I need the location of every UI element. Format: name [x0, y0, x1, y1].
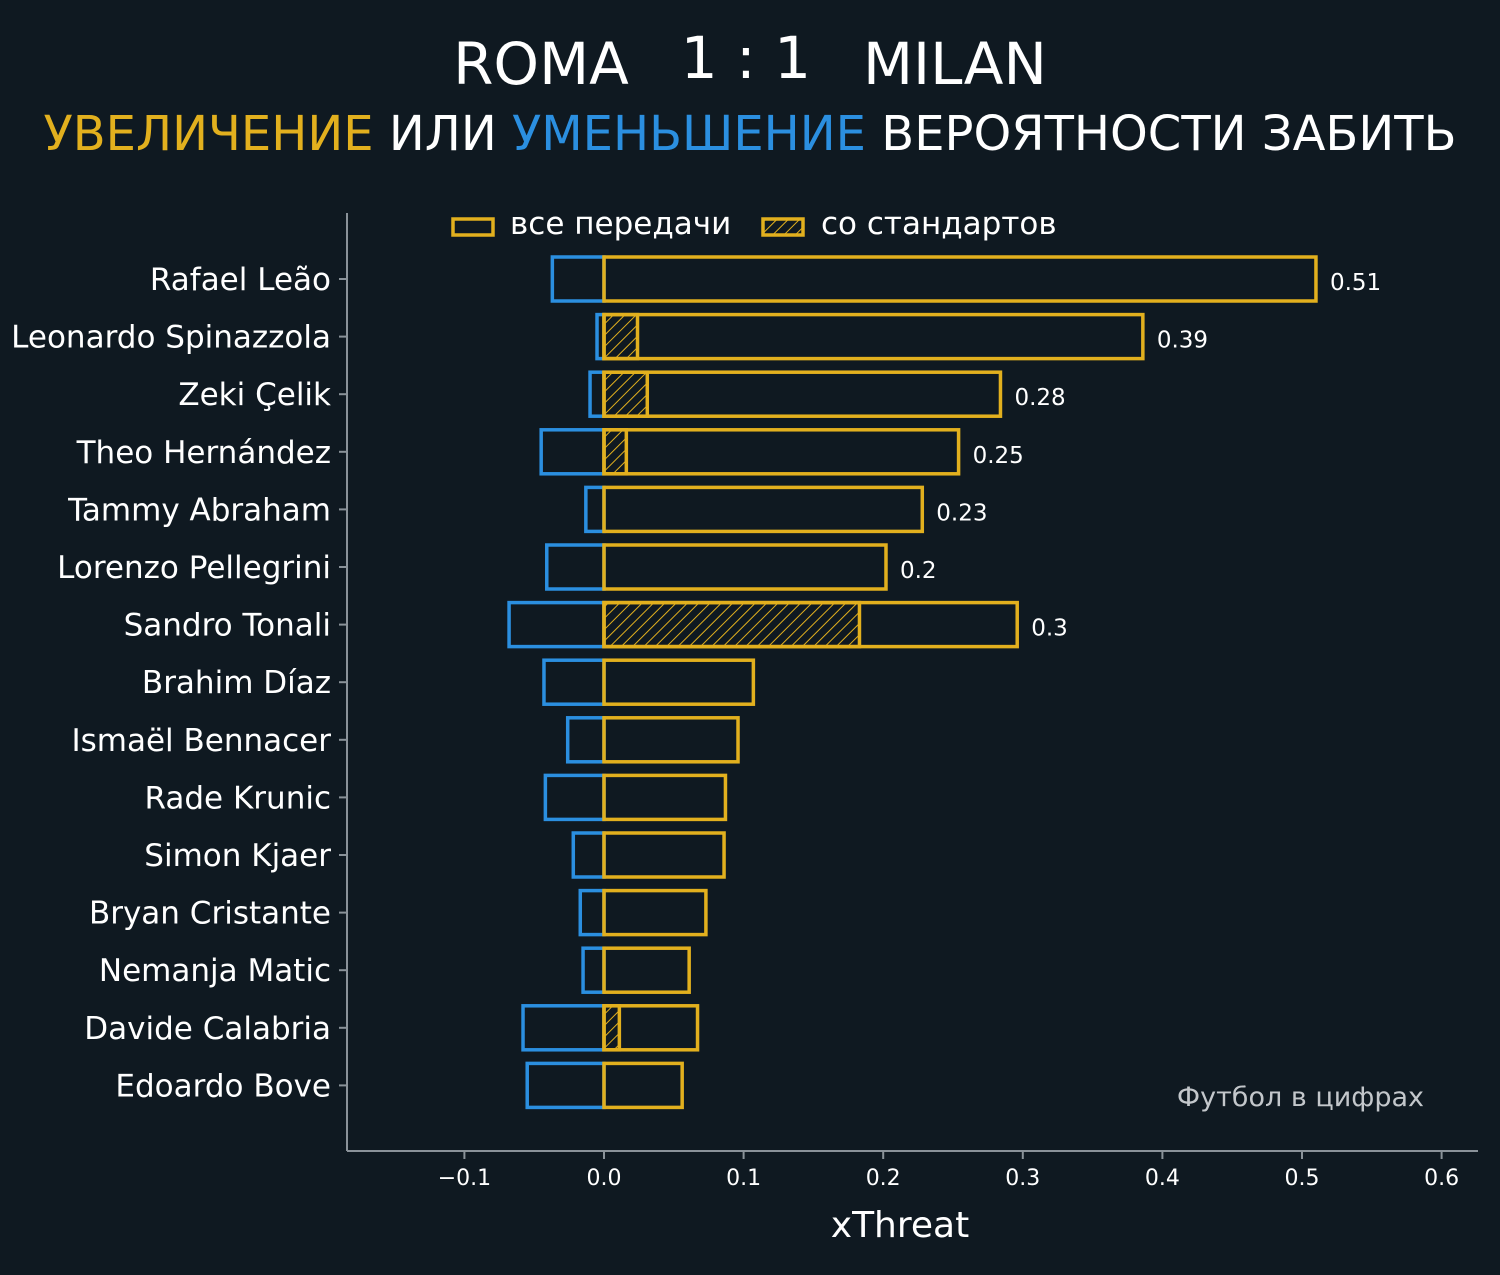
- player-label: Ismaël Bennacer: [71, 723, 331, 759]
- player-label: Simon Kjaer: [144, 838, 331, 874]
- increase-bar: [602, 600, 1019, 649]
- subtitle-or-word: ИЛИ: [388, 106, 497, 162]
- player-label: Rade Krunic: [145, 780, 331, 816]
- watermark: Футбол в цифрах: [1177, 1082, 1424, 1113]
- ticks-layer: Rafael Leão Leonardo Spinazzola Zeki Çelik…: [11, 262, 1459, 1191]
- player-label: Nemanja Matic: [99, 953, 331, 989]
- x-tick-label: 0.5: [1285, 1166, 1320, 1191]
- increase-bar: [602, 773, 728, 822]
- x-tick-label: 0.6: [1424, 1166, 1459, 1191]
- value-label: 0.28: [1014, 385, 1065, 411]
- value-label: 0.2: [900, 558, 937, 584]
- value-label: 0.3: [1031, 616, 1068, 642]
- player-label: Zeki Çelik: [178, 377, 331, 413]
- increase-bar: [602, 312, 1145, 361]
- increase-bar: [602, 485, 925, 534]
- match-title: ROMA 1 : 1 MILAN: [0, 24, 1500, 98]
- player-label: Lorenzo Pellegrini: [57, 550, 331, 586]
- increase-bar: [602, 1004, 700, 1052]
- player-label: Rafael Leão: [150, 262, 331, 298]
- x-tick-label: 0.2: [866, 1166, 901, 1191]
- set-piece-bar: [602, 428, 629, 476]
- legend-label-all-passes: все передачи: [510, 206, 731, 242]
- subtitle-rest: ВЕРОЯТНОСТИ ЗАБИТЬ: [881, 106, 1457, 162]
- increase-bar: [602, 370, 1003, 418]
- player-label: Davide Calabria: [84, 1011, 331, 1047]
- increase-bar: [602, 428, 961, 476]
- x-tick-label: −0.1: [438, 1166, 491, 1191]
- value-label: 0.39: [1157, 328, 1208, 354]
- increase-bar: [602, 831, 726, 879]
- player-label: Bryan Cristante: [89, 896, 331, 932]
- legend-swatch-all-passes: [451, 217, 495, 237]
- set-piece-bar: [602, 312, 640, 361]
- decrease-bar: [521, 1004, 606, 1052]
- match-score: 1 : 1: [680, 24, 812, 92]
- set-piece-bar: [602, 600, 862, 649]
- player-label: Sandro Tonali: [124, 608, 331, 644]
- player-label: Tammy Abraham: [67, 492, 331, 528]
- bars-layer: 0.51 0.39 0.28 0.25 0.23 0.2 0.3: [507, 255, 1381, 1110]
- decrease-bar: [539, 428, 606, 476]
- x-tick-label: 0.4: [1145, 1166, 1180, 1191]
- increase-bar: [602, 1061, 684, 1110]
- decrease-bar: [581, 946, 606, 994]
- legend-label-set-pieces: со стандартов: [821, 206, 1057, 242]
- value-label: 0.25: [973, 443, 1024, 469]
- decrease-bar: [550, 255, 606, 303]
- increase-bar: [602, 543, 888, 591]
- x-axis-title: xThreat: [831, 1205, 969, 1246]
- player-label: Leonardo Spinazzola: [11, 320, 331, 356]
- subtitle-decrease-word: УМЕНЬШЕНИЕ: [512, 106, 866, 162]
- value-label: 0.51: [1330, 270, 1381, 296]
- increase-bar: [602, 888, 708, 937]
- increase-bar: [602, 946, 691, 994]
- player-label: Edoardo Bove: [115, 1068, 331, 1104]
- legend-swatch-set-pieces: [761, 217, 805, 237]
- decrease-bar: [542, 658, 606, 706]
- decrease-bar: [571, 831, 606, 879]
- legend: все передачи со стандартов: [451, 206, 1057, 242]
- decrease-bar: [525, 1061, 606, 1110]
- decrease-bar: [584, 485, 606, 534]
- decrease-bar: [507, 600, 606, 649]
- increase-bar: [602, 658, 756, 706]
- decrease-bar: [578, 888, 606, 937]
- player-label: Brahim Díaz: [142, 665, 331, 701]
- set-piece-bar: [602, 1004, 622, 1052]
- decrease-bar: [545, 543, 606, 591]
- x-tick-label: 0.3: [1005, 1166, 1040, 1191]
- decrease-bar: [565, 716, 606, 764]
- increase-bar: [602, 255, 1318, 303]
- x-tick-label: 0.0: [587, 1166, 622, 1191]
- decrease-bar: [543, 773, 606, 822]
- home-team-name: ROMA: [453, 30, 629, 98]
- away-team-name: MILAN: [863, 30, 1047, 98]
- increase-bar: [602, 716, 740, 764]
- x-tick-label: 0.1: [726, 1166, 761, 1191]
- subtitle-increase-word: УВЕЛИЧЕНИЕ: [43, 106, 374, 162]
- value-label: 0.23: [936, 500, 987, 526]
- decrease-bar: [588, 370, 606, 418]
- set-piece-bar: [602, 370, 650, 418]
- chart-subtitle: УВЕЛИЧЕНИЕ ИЛИ УМЕНЬШЕНИЕ ВЕРОЯТНОСТИ ЗА…: [0, 106, 1500, 162]
- player-label: Theo Hernández: [76, 435, 331, 471]
